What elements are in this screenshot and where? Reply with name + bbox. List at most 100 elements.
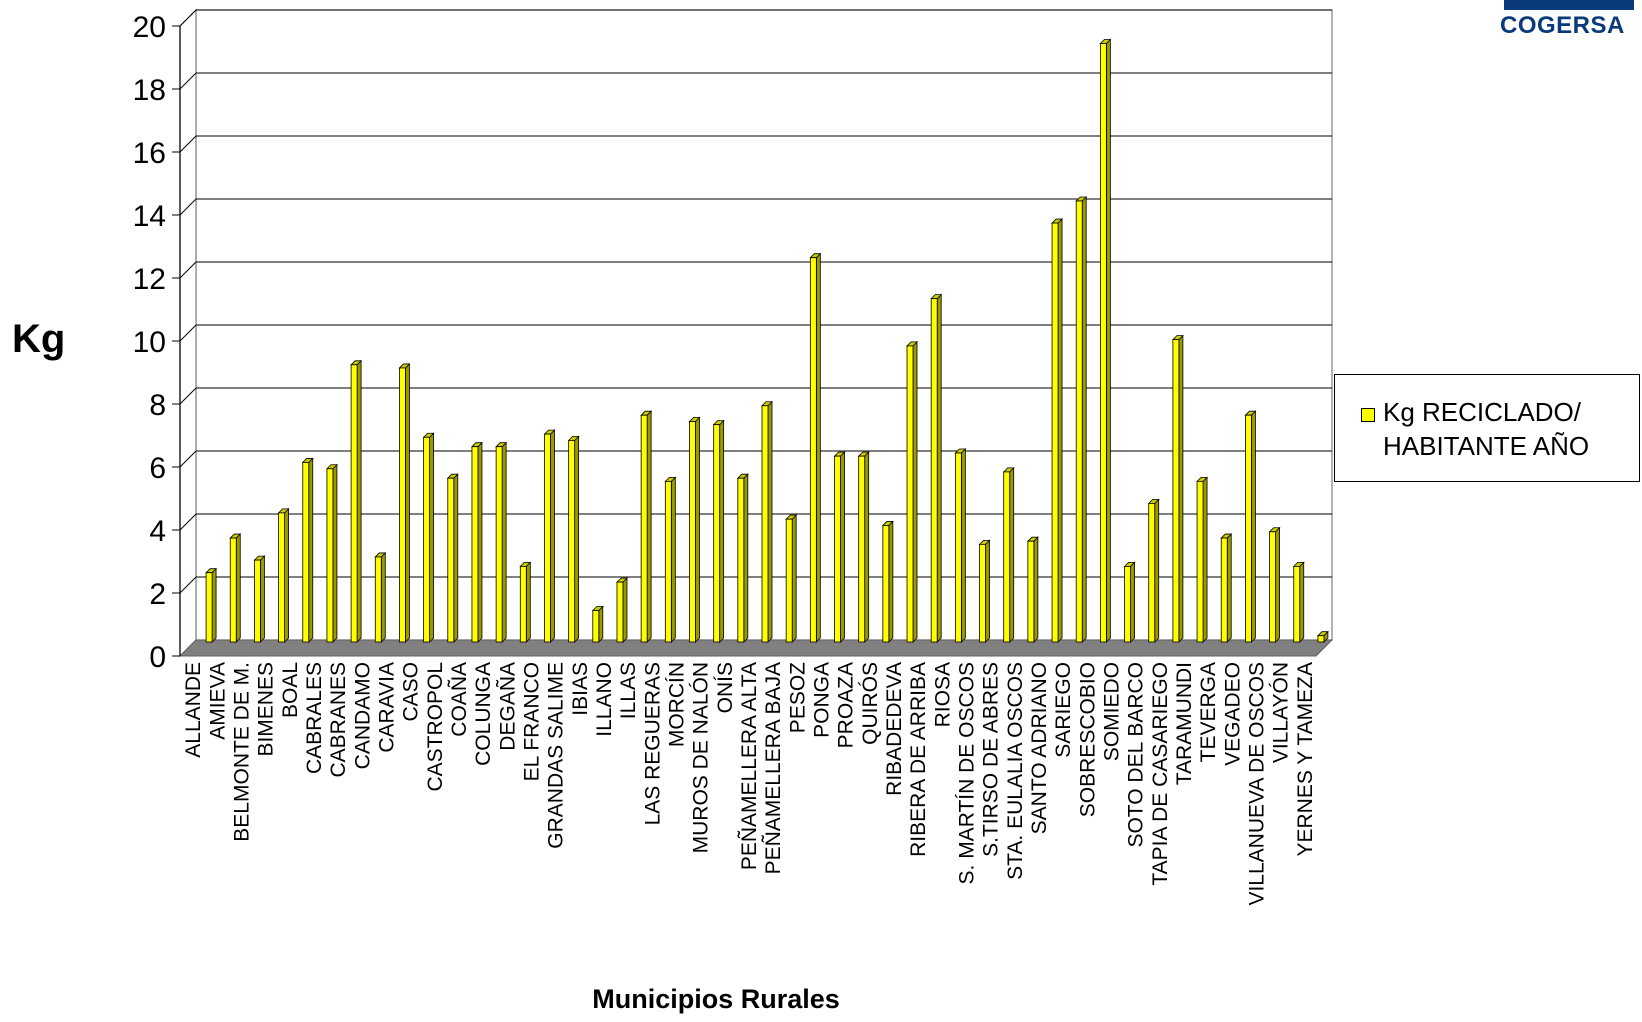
x-tick-label: PEÑAMELLERA BAJA xyxy=(761,662,785,874)
x-tick-label: CABRALES xyxy=(303,662,326,774)
bar-front xyxy=(1220,537,1228,643)
x-tick-label: COLUNGA xyxy=(472,662,495,766)
gridline-side xyxy=(179,261,197,279)
bar-front xyxy=(399,367,406,643)
bar-side xyxy=(1226,533,1232,643)
bar-front xyxy=(930,298,938,643)
legend-label-line2: HABITANTE AÑO xyxy=(1383,431,1590,461)
bar-side xyxy=(260,555,265,643)
x-tick-label: LAS REGUERAS xyxy=(641,662,664,825)
bar-side xyxy=(453,473,459,643)
bar-side xyxy=(695,416,700,643)
bar-side xyxy=(308,457,314,643)
bar-front xyxy=(1245,414,1252,643)
bar xyxy=(1196,476,1209,643)
x-tick-label: VILLANUEVA DE OSCOS xyxy=(1246,662,1269,906)
gridline-side xyxy=(179,9,197,27)
bar-front xyxy=(834,455,841,643)
bar xyxy=(519,561,532,643)
logo-bar xyxy=(1504,0,1634,10)
y-axis-ticks: 0 2 4 6 8 10 12 14 16 18 20 xyxy=(133,11,181,674)
bar-front xyxy=(1027,540,1035,643)
bar-side xyxy=(235,533,241,643)
gridline-side xyxy=(179,72,197,90)
x-tick-label: S.TIRSO DE ABRES xyxy=(980,662,1003,857)
bar xyxy=(253,555,266,643)
x-tick-label: SOBRESCOBIO xyxy=(1076,662,1099,817)
y-tick-label: 14 xyxy=(133,200,166,233)
x-tick-label: TARAMUNDI xyxy=(1173,662,1196,785)
bar-front xyxy=(1172,339,1180,643)
bar xyxy=(978,539,991,643)
x-tick-label: RIBADEDEVA xyxy=(883,662,906,796)
x-tick-label: ONÍS xyxy=(714,662,737,713)
bar-front xyxy=(205,572,213,643)
chart-legend: Kg RECICLADO/ HABITANTE AÑO xyxy=(1334,374,1640,482)
bar xyxy=(301,457,314,643)
x-tick-label: SOTO DEL BARCO xyxy=(1125,662,1148,848)
x-tick-label: VILLAYÓN xyxy=(1270,662,1293,763)
x-tick-label: YERNES Y TAMEZA xyxy=(1294,662,1317,857)
bar-side xyxy=(598,605,604,643)
bar-front xyxy=(1051,222,1059,643)
x-tick-label: ALLANDE xyxy=(182,662,205,758)
bar xyxy=(422,432,435,643)
x-tick-label: MORCÍN xyxy=(665,662,688,747)
bar-side xyxy=(1251,410,1256,643)
x-tick-label: RIOSA xyxy=(931,662,954,727)
gridline-side xyxy=(179,387,197,405)
x-tick-label: RIBERA DE ARRIBA xyxy=(907,662,930,857)
bar xyxy=(1026,536,1039,643)
gridline-side xyxy=(179,324,197,342)
x-tick-label: TEVERGA xyxy=(1197,662,1220,762)
x-tick-label: BELMONTE DE M. xyxy=(230,662,253,842)
y-tick-label: 10 xyxy=(133,326,166,359)
bar xyxy=(1147,498,1160,643)
bar-side xyxy=(743,473,749,643)
bar xyxy=(229,533,242,643)
bars xyxy=(205,38,1329,643)
bar-front xyxy=(374,556,382,643)
bar-front xyxy=(1293,566,1301,643)
bar-side xyxy=(501,441,507,643)
bar xyxy=(374,551,387,643)
bar-front xyxy=(592,610,600,643)
bar xyxy=(616,577,628,643)
x-tick-label: ILLANO xyxy=(593,662,616,737)
bar xyxy=(1171,334,1184,643)
legend-label: Kg RECICLADO/ HABITANTE AÑO xyxy=(1383,395,1633,463)
bar-side xyxy=(1154,498,1160,643)
gridline-side xyxy=(179,513,197,531)
bar-side xyxy=(815,252,821,643)
bar-front xyxy=(906,345,914,643)
bar xyxy=(664,476,677,643)
x-tick-label: CABRANES xyxy=(327,662,350,778)
bar xyxy=(688,416,701,643)
bar xyxy=(785,514,798,643)
bar-side xyxy=(670,476,676,643)
bar-front xyxy=(568,439,576,643)
bar-front xyxy=(858,455,866,643)
bar-side xyxy=(912,340,918,643)
bar-side xyxy=(646,410,652,643)
bar-front xyxy=(1148,502,1156,643)
bar xyxy=(495,441,508,643)
bar-side xyxy=(574,435,580,643)
bar-side xyxy=(211,567,217,643)
bar-side xyxy=(767,400,773,643)
bar xyxy=(1268,526,1281,643)
bar-front xyxy=(616,581,624,643)
bar-side xyxy=(840,451,845,643)
bar xyxy=(736,473,749,643)
bar xyxy=(954,448,967,643)
bar-side xyxy=(791,514,797,643)
bar xyxy=(1292,561,1305,643)
bar-side xyxy=(1105,38,1111,643)
bar-side xyxy=(1033,536,1039,643)
bar-front xyxy=(519,566,527,643)
bar-front xyxy=(809,257,817,643)
x-tick-label: CASTROPOL xyxy=(424,662,447,792)
bar-front xyxy=(882,525,890,643)
x-tick-label: MUROS DE NALÓN xyxy=(690,662,713,853)
bar-side xyxy=(1057,218,1063,643)
